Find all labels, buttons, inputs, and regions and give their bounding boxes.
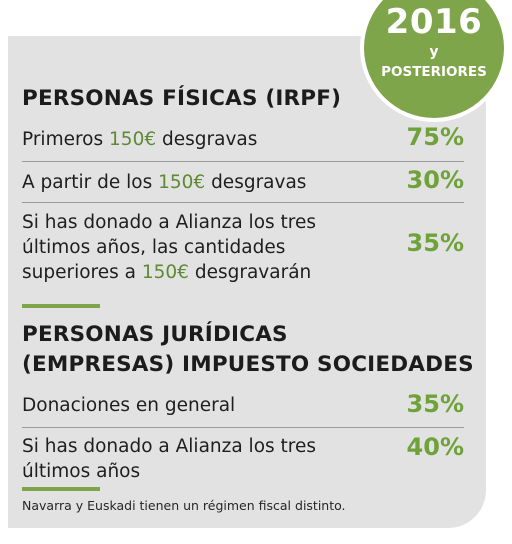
text-segment: Donaciones en general (22, 395, 236, 416)
companies-heading-line-2: (EMPRESAS) IMPUESTO SOCIEDADES (22, 352, 474, 377)
footnote-accent-bar (22, 487, 100, 491)
companies-heading-line-1: PERSONAS JURÍDICAS (22, 322, 288, 347)
text-line: Si has donado a Alianza los tres (22, 210, 316, 235)
individuals-row-1-percent: 75% (406, 123, 464, 151)
text-segment: desgravas (156, 129, 258, 150)
individuals-row-2-text: A partir de los 150€ desgravas (22, 170, 306, 195)
text-line: últimos años (22, 459, 316, 484)
text-segment: desgravas (205, 172, 307, 193)
companies-row-2-percent: 40% (406, 433, 464, 461)
footnote: Navarra y Euskadi tienen un régimen fisc… (22, 498, 346, 513)
text-segment: Primeros (22, 129, 110, 150)
companies-row-1-percent: 35% (406, 390, 464, 418)
individuals-row-2-percent: 30% (406, 166, 464, 194)
text-segment: desgravarán (188, 262, 312, 283)
text-segment: últimos años (22, 461, 141, 482)
tax-info-panel (8, 36, 486, 528)
text-line: Si has donado a Alianza los tres (22, 434, 316, 459)
badge-year: 2016 (385, 2, 483, 42)
row-divider (22, 427, 464, 428)
companies-row-1-text: Donaciones en general (22, 393, 235, 418)
text-line: Donaciones en general (22, 393, 235, 418)
individuals-row-1-text: Primeros 150€ desgravas (22, 127, 257, 152)
individuals-row-3-percent: 35% (406, 229, 464, 257)
amount-highlight: 150€ (109, 129, 157, 150)
badge-label: POSTERIORES (381, 64, 487, 80)
text-line: A partir de los 150€ desgravas (22, 170, 306, 195)
row-divider (22, 161, 464, 162)
text-line: últimos años, las cantidades (22, 235, 316, 260)
individuals-row-3-text: Si has donado a Alianza los tres últimos … (22, 210, 316, 285)
section-accent-bar (22, 304, 100, 308)
text-segment: superiores a (22, 262, 142, 283)
row-divider (22, 202, 464, 203)
amount-highlight: 150€ (141, 262, 189, 283)
text-segment: últimos años, las cantidades (22, 237, 286, 258)
text-line: superiores a 150€ desgravarán (22, 260, 316, 285)
text-segment: Si has donado a Alianza los tres (22, 212, 317, 233)
text-segment: A partir de los (22, 172, 159, 193)
text-line: Primeros 150€ desgravas (22, 127, 257, 152)
text-segment: Si has donado a Alianza los tres (22, 436, 317, 457)
amount-highlight: 150€ (158, 172, 206, 193)
badge-connector: y (429, 44, 439, 60)
companies-row-2-text: Si has donado a Alianza los tres últimos … (22, 434, 316, 484)
year-badge: 2016 y POSTERIORES (364, 0, 504, 118)
individuals-heading: PERSONAS FÍSICAS (IRPF) (22, 86, 342, 111)
